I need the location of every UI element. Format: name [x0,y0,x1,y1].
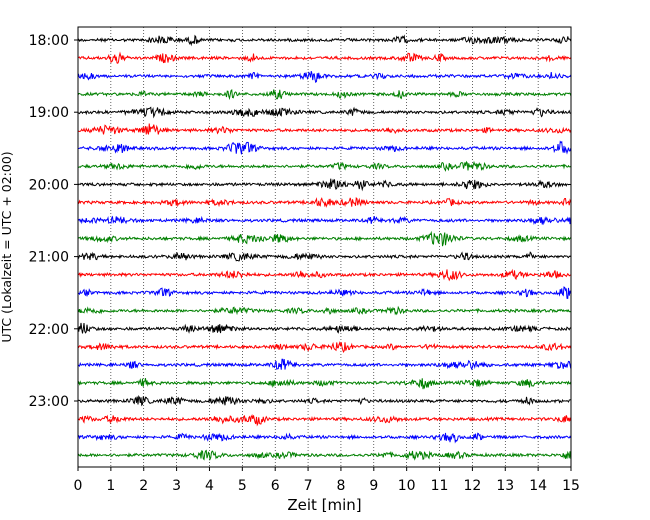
y-axis-ticks: 18:00 19:00 20:00 21:00 22:00 23:00 [29,33,78,410]
x-tick-label: 0 [74,478,83,494]
vertical-gridlines [110,27,539,467]
trace-1930 [77,140,572,155]
trace-1815 [77,51,572,64]
trace-1800 [77,34,572,47]
y-tick-label: 23:00 [29,394,69,410]
y-tick-label: 22:00 [29,322,69,338]
x-tick-label: 6 [271,478,280,494]
trace-1915 [77,123,572,135]
x-tick-label: 14 [529,478,547,494]
x-tick-label: 1 [106,478,115,494]
trace-2345 [77,449,572,461]
y-tick-label: 20:00 [29,177,69,193]
x-tick-label: 7 [304,478,313,494]
trace-1830 [77,71,572,84]
trace-2030 [77,215,572,226]
x-axis-title: Zeit [min] [287,496,361,514]
trace-2245 [77,377,572,390]
trace-2115 [77,268,571,282]
trace-2300 [77,394,571,407]
trace-2015 [77,197,572,208]
trace-2315 [77,414,572,427]
y-tick-label: 21:00 [29,250,69,266]
trace-1845 [77,88,572,101]
y-axis-title: UTC (Lokalzeit = UTC + 02:00) [0,151,14,342]
x-tick-label: 12 [463,478,481,494]
trace-2215 [77,341,572,354]
y-tick-label: 18:00 [29,33,69,49]
x-tick-label: 13 [496,478,514,494]
trace-2330 [77,432,572,444]
x-tick-label: 3 [172,478,181,494]
trace-2200 [77,322,572,334]
trace-1900 [77,106,571,119]
x-tick-label: 2 [139,478,148,494]
x-tick-label: 4 [205,478,214,494]
seismic-traces [77,34,572,461]
x-tick-label: 8 [336,478,345,494]
plot-background [78,27,571,467]
trace-2145 [77,305,572,316]
trace-2000 [77,178,571,192]
x-axis-ticks: 0 1 2 3 4 5 6 7 8 9 10 11 12 13 14 15 [74,467,580,494]
trace-1945 [78,160,572,172]
x-tick-label: 9 [369,478,378,494]
x-tick-label: 10 [398,478,416,494]
trace-2230 [77,358,572,371]
x-tick-label: 15 [562,478,580,494]
trace-2045 [77,230,572,247]
y-tick-label: 19:00 [29,105,69,121]
plot-frame [77,26,572,468]
trace-2100 [77,251,572,262]
trace-2130 [77,286,572,300]
x-tick-label: 5 [238,478,247,494]
x-tick-label: 11 [431,478,449,494]
